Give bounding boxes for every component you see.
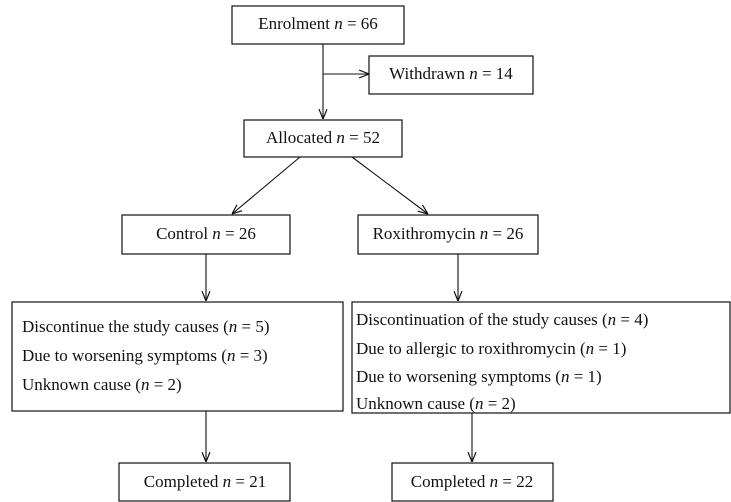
node-box	[231, 5, 405, 45]
text-part: = 2)	[149, 375, 181, 394]
arrow	[232, 156, 301, 214]
node-text: Discontinuation of the study causes (n =…	[356, 310, 648, 329]
text-part: Allocated	[266, 128, 336, 147]
node: Discontinuation of the study causes (n =…	[351, 301, 731, 414]
node-text: Due to worsening symptoms (n = 3)	[22, 346, 268, 365]
node-text: Control n = 26	[156, 224, 256, 243]
text-part: = 5)	[237, 317, 269, 336]
node-text: Enrolment n = 66	[258, 14, 378, 33]
node-text: Due to worsening symptoms (n = 1)	[356, 367, 602, 386]
text-part: = 4)	[616, 310, 648, 329]
text-part: Due to worsening symptoms (	[22, 346, 227, 365]
node-text: Allocated n = 52	[266, 128, 380, 147]
node-text: Due to allergic to roxithromycin (n = 1)	[356, 339, 626, 358]
node: Roxithromycin n = 26	[357, 214, 539, 255]
text-part: n	[475, 394, 484, 413]
text-part: n	[561, 367, 570, 386]
text-part: Discontinuation of the study causes (	[356, 310, 608, 329]
node: Control n = 26	[121, 214, 291, 255]
text-part: Completed	[144, 472, 223, 491]
text-part: = 22	[498, 472, 533, 491]
node-text: Completed n = 21	[144, 472, 266, 491]
node: Completed n = 22	[391, 462, 554, 502]
node: Allocated n = 52	[243, 119, 403, 158]
text-part: = 1)	[594, 339, 626, 358]
text-part: n	[608, 310, 617, 329]
text-part: n	[586, 339, 595, 358]
text-part: = 21	[231, 472, 266, 491]
text-part: Withdrawn	[389, 64, 469, 83]
text-part: Unknown cause (	[22, 375, 141, 394]
node-text: Withdrawn n = 14	[389, 64, 513, 83]
text-part: Due to allergic to roxithromycin (	[356, 339, 586, 358]
text-part: n	[469, 64, 478, 83]
text-part: = 26	[221, 224, 256, 243]
text-part: = 26	[488, 224, 523, 243]
text-part: n	[490, 472, 499, 491]
node-text: Unknown cause (n = 2)	[22, 375, 182, 394]
text-part: = 52	[345, 128, 380, 147]
node-text: Unknown cause (n = 2)	[356, 394, 516, 413]
node-box	[11, 301, 344, 412]
node-box	[121, 214, 291, 255]
node: Withdrawn n = 14	[368, 55, 534, 95]
text-part: n	[212, 224, 221, 243]
text-part: = 14	[478, 64, 514, 83]
text-part: Completed	[411, 472, 490, 491]
text-part: n	[227, 346, 236, 365]
node-box	[391, 462, 554, 502]
text-part: n	[141, 375, 150, 394]
node-box	[351, 301, 731, 414]
text-part: n	[336, 128, 345, 147]
text-part: Roxithromycin	[373, 224, 480, 243]
text-part: Control	[156, 224, 212, 243]
node-box	[357, 214, 539, 255]
connectors	[206, 44, 472, 462]
text-part: Discontinue the study causes (	[22, 317, 229, 336]
node-box	[368, 55, 534, 95]
node-box	[243, 119, 403, 158]
text-part: Enrolment	[258, 14, 334, 33]
text-part: n	[223, 472, 232, 491]
node: Completed n = 21	[118, 462, 291, 502]
node-box	[118, 462, 291, 502]
node-text: Roxithromycin n = 26	[373, 224, 524, 243]
node-text: Completed n = 22	[411, 472, 533, 491]
text-part: n	[229, 317, 238, 336]
text-part: = 66	[343, 14, 378, 33]
text-part: Due to worsening symptoms (	[356, 367, 561, 386]
node: Enrolment n = 66	[231, 5, 405, 45]
node: Discontinue the study causes (n = 5)Due …	[11, 301, 344, 412]
text-part: Unknown cause (	[356, 394, 475, 413]
node-text: Discontinue the study causes (n = 5)	[22, 317, 270, 336]
text-part: = 1)	[569, 367, 601, 386]
text-part: n	[480, 224, 489, 243]
text-part: = 3)	[235, 346, 267, 365]
arrow	[351, 156, 428, 214]
text-part: = 2)	[483, 394, 515, 413]
text-part: n	[334, 14, 343, 33]
